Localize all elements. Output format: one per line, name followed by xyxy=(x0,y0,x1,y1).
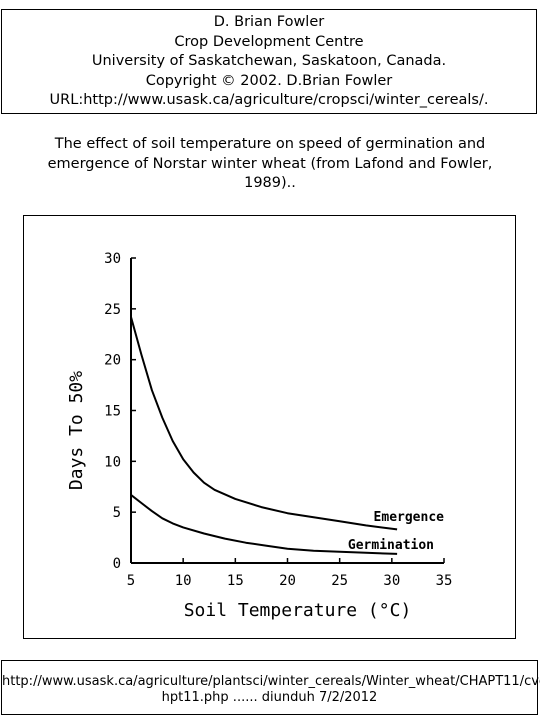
x-tick-label: 5 xyxy=(127,573,135,589)
footer-download-note: hpt11.php ...... diunduh 7/2/2012 xyxy=(161,690,378,705)
header-line-author: D. Brian Fowler xyxy=(213,14,325,30)
header-line-url: URL:http://www.usask.ca/agriculture/crop… xyxy=(49,92,489,108)
y-tick-label: 0 xyxy=(113,556,121,572)
figure-caption: The effect of soil temperature on speed … xyxy=(40,135,500,194)
x-axis-title: Soil Temperature (°C) xyxy=(184,600,412,621)
x-tick-label: 10 xyxy=(175,573,192,589)
y-tick-label: 20 xyxy=(104,353,121,369)
caption-line-3: 1989).. xyxy=(244,175,296,191)
x-tick-label: 30 xyxy=(383,573,400,589)
caption-line-2: emergence of Norstar winter wheat (from … xyxy=(47,155,493,172)
y-tick-label: 5 xyxy=(113,505,121,521)
y-tick-label: 10 xyxy=(104,454,121,470)
y-tick-label: 15 xyxy=(104,404,121,420)
x-tick-label: 15 xyxy=(227,573,244,589)
series-line-germination xyxy=(130,494,398,555)
x-tick-label: 20 xyxy=(279,573,296,589)
x-tick-label: 25 xyxy=(331,573,348,589)
header-line-copyright: Copyright © 2002. D.Brian Fowler xyxy=(145,72,393,89)
series-label-emergence: Emergence xyxy=(374,510,445,525)
chart-frame: 5 10 15 20 25 30 35 0 5 10 15 20 25 30 Soil Temperatur… xyxy=(23,215,516,639)
y-tick-label: 30 xyxy=(104,251,121,267)
y-tick-label: 25 xyxy=(104,302,121,318)
header-box: D. Brian Fowler Crop Development Centre … xyxy=(1,9,537,114)
header-line-university: University of Saskatchewan, Saskatoon, C… xyxy=(91,53,447,69)
header-line-centre: Crop Development Centre xyxy=(174,33,364,50)
y-axis-title: Days To 50% xyxy=(66,371,87,490)
footer-box: http://www.usask.ca/agriculture/plantsci… xyxy=(1,660,540,715)
series-label-germination: Germination xyxy=(348,538,434,553)
caption-line-1: The effect of soil temperature on speed … xyxy=(54,136,486,152)
series-line-emergence xyxy=(130,316,398,531)
x-tick-label: 35 xyxy=(436,573,453,589)
footer-source-url: http://www.usask.ca/agriculture/plantsci… xyxy=(2,674,540,689)
